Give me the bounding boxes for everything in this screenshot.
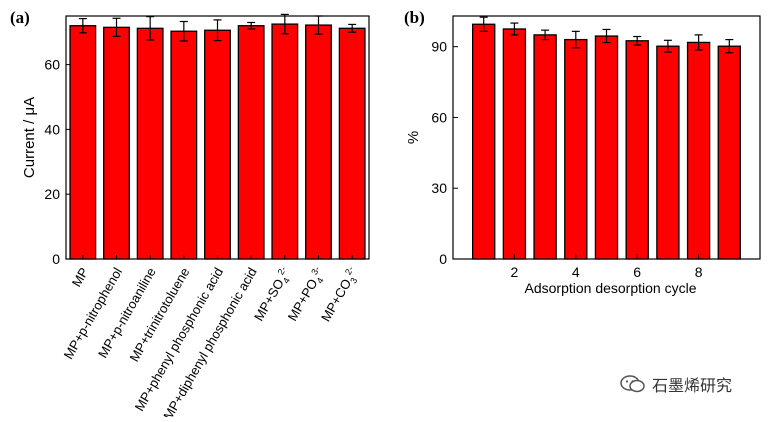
y-axis-label-b: % — [405, 131, 422, 144]
bar-a — [204, 29, 231, 260]
bar-b — [656, 45, 680, 260]
bar-b — [564, 38, 588, 260]
x-tick-label-b: 2 — [511, 264, 519, 280]
x-category-label-a: MP+CO32- — [317, 265, 363, 326]
bar-b — [625, 40, 649, 260]
y-tick-label-a: 40 — [44, 121, 60, 137]
y-tick-label-b: 60 — [431, 109, 447, 125]
bar-a — [271, 23, 299, 260]
bar-b — [533, 34, 557, 260]
bar-b — [502, 28, 527, 260]
bar-a — [305, 24, 332, 260]
bar-a — [170, 30, 198, 260]
y-tick-label-b: 0 — [439, 251, 447, 267]
bar-b — [471, 23, 496, 260]
y-tick-label-a: 0 — [52, 251, 60, 267]
y-tick-label-b: 90 — [431, 39, 447, 55]
y-tick-label-b: 30 — [431, 180, 447, 196]
x-tick-label-b: 4 — [572, 264, 580, 280]
bar-a — [69, 25, 97, 260]
bar-a — [136, 27, 164, 260]
x-tick-label-b: 8 — [695, 264, 703, 280]
panel-a-label: (a) — [10, 8, 30, 27]
wechat-icon — [620, 375, 645, 393]
x-tick-label-b: 6 — [633, 264, 641, 280]
x-axis-label-b: Adsorption desorption cycle — [525, 280, 697, 296]
bar-b — [717, 45, 742, 260]
bar-b — [686, 41, 711, 260]
x-category-label-a: MP — [69, 265, 92, 289]
bar-a — [237, 25, 265, 260]
bar-a — [103, 26, 130, 260]
bar-b — [594, 35, 619, 260]
y-tick-label-a: 60 — [44, 57, 60, 73]
watermark-text: 石墨烯研究 — [652, 376, 733, 395]
y-axis-label-a: Current / μA — [21, 97, 38, 178]
bar-a — [338, 27, 366, 260]
watermark: 石墨烯研究 — [620, 372, 732, 396]
y-tick-label-a: 20 — [44, 186, 60, 202]
panel-b-label: (b) — [404, 8, 425, 27]
